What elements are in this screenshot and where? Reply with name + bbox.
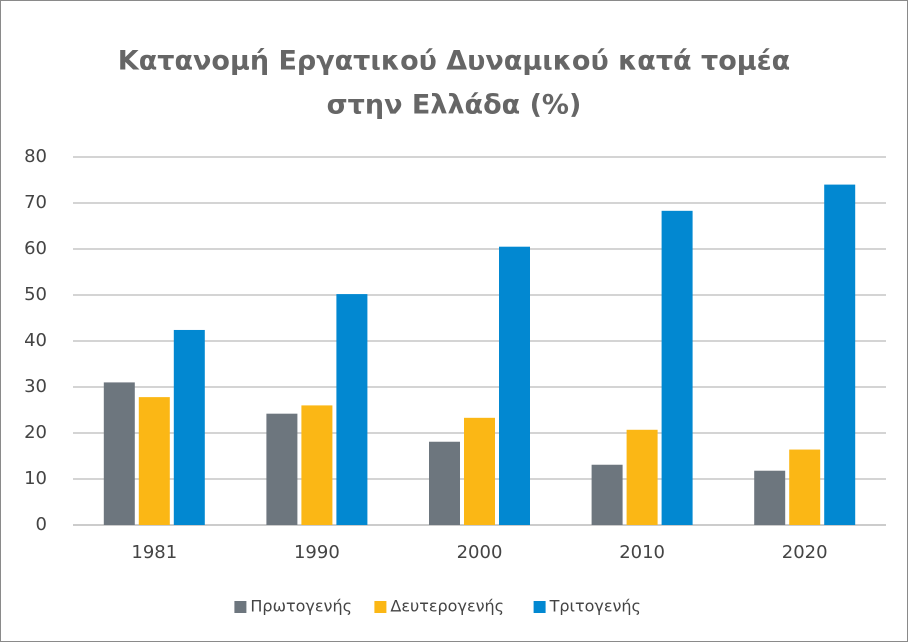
bar	[336, 294, 368, 525]
y-tick-label: 30	[24, 376, 47, 397]
y-tick-label: 70	[24, 192, 47, 213]
y-tick-label: 50	[24, 284, 47, 305]
legend-swatch	[374, 601, 387, 613]
x-tick-label: 2010	[619, 542, 665, 563]
bar	[464, 417, 495, 525]
y-tick-label: 10	[24, 468, 47, 489]
y-tick-label: 40	[24, 330, 47, 351]
x-tick-label: 2000	[457, 542, 503, 563]
bar	[499, 246, 530, 525]
bar	[103, 382, 135, 525]
legend-label: Δευτερογενής	[390, 597, 504, 616]
bar	[429, 441, 460, 525]
bar	[661, 210, 693, 525]
y-tick-label: 80	[24, 146, 47, 167]
legend-swatch	[234, 601, 247, 613]
bar	[789, 449, 821, 525]
legend-label: Τριτογενής	[549, 597, 641, 616]
legend-label: Πρωτογενής	[250, 597, 352, 616]
chart-title: στην Ελλάδα (%)	[327, 90, 582, 121]
y-tick-label: 60	[24, 238, 47, 259]
bar	[591, 464, 623, 525]
x-tick-label: 1990	[294, 542, 340, 563]
bar	[138, 397, 170, 525]
bar	[266, 413, 298, 525]
bar	[824, 184, 856, 525]
bar	[754, 470, 786, 525]
bar	[301, 405, 333, 525]
bar	[173, 329, 205, 525]
chart-title: Κατανομή Εργατικού Δυναμικού κατά τομέα	[118, 46, 790, 77]
y-tick-label: 20	[24, 422, 47, 443]
legend-swatch	[533, 601, 546, 613]
bar	[626, 429, 658, 525]
x-tick-label: 1981	[131, 542, 177, 563]
x-tick-label: 2020	[782, 542, 828, 563]
y-tick-label: 0	[36, 514, 47, 535]
